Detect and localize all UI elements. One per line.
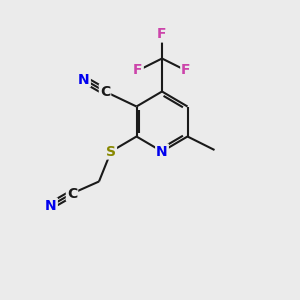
Text: F: F — [181, 64, 191, 77]
Text: F: F — [157, 28, 167, 41]
Text: C: C — [67, 187, 77, 200]
Text: S: S — [106, 145, 116, 158]
Text: C: C — [100, 85, 110, 98]
Text: F: F — [133, 64, 143, 77]
Text: N: N — [45, 199, 57, 212]
Text: N: N — [156, 145, 168, 158]
Text: N: N — [78, 73, 90, 86]
